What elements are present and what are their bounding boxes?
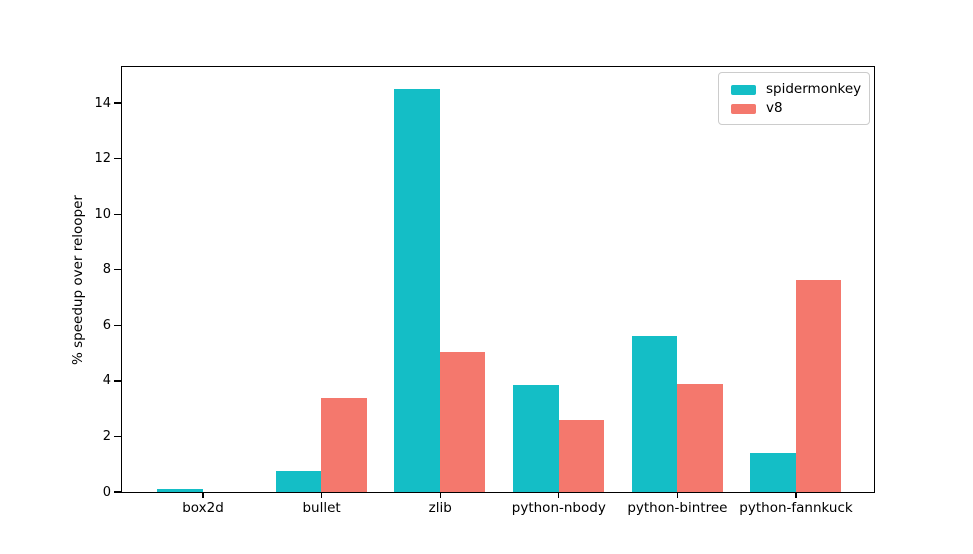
- plot-area: spidermonkey v8: [121, 66, 875, 493]
- bar-spidermonkey-python-nbody: [513, 385, 559, 492]
- y-tick-label: 14: [94, 95, 111, 111]
- x-tick-mark: [320, 492, 323, 498]
- y-tick-mark: [114, 380, 121, 382]
- x-category-label-python-fannkuck: python-fannkuck: [739, 500, 853, 516]
- y-tick-mark: [114, 324, 121, 327]
- x-category-label-bullet: bullet: [302, 500, 341, 516]
- bar-v8-zlib: [439, 351, 486, 492]
- x-category-label-zlib: zlib: [428, 500, 452, 516]
- y-tick-mark: [114, 157, 121, 160]
- y-tick-label: 12: [94, 151, 111, 167]
- x-category-label-box2d: box2d: [182, 500, 224, 516]
- bar-spidermonkey-bullet: [275, 471, 322, 492]
- y-tick-label: 4: [102, 373, 111, 389]
- x-tick-mark: [676, 492, 679, 498]
- legend-item-spidermonkey: spidermonkey: [727, 80, 861, 99]
- bar-spidermonkey-python-fannkuck: [750, 453, 796, 492]
- x-tick-mark: [439, 492, 441, 498]
- y-tick-mark: [114, 102, 121, 104]
- bar-spidermonkey-box2d: [157, 489, 203, 492]
- y-tick-label: 2: [102, 428, 111, 444]
- legend: spidermonkey v8: [718, 72, 870, 125]
- y-tick-mark: [114, 491, 121, 493]
- y-tick-mark: [114, 213, 121, 215]
- legend-swatch-v8: [731, 103, 756, 114]
- y-tick-label: 8: [102, 262, 111, 278]
- y-tick-label: 10: [94, 206, 111, 222]
- legend-swatch-spidermonkey: [731, 84, 756, 95]
- x-category-label-python-nbody: python-nbody: [511, 500, 606, 516]
- bar-spidermonkey-python-bintree: [631, 336, 678, 492]
- bar-v8-bullet: [321, 397, 367, 492]
- legend-label: spidermonkey: [766, 81, 862, 97]
- x-category-label-python-bintree: python-bintree: [627, 500, 728, 516]
- legend-item-v8: v8: [727, 99, 861, 118]
- bar-spidermonkey-zlib: [394, 89, 440, 492]
- x-tick-mark: [795, 492, 797, 498]
- x-tick-mark: [202, 492, 204, 498]
- bar-v8-python-fannkuck: [795, 279, 842, 492]
- bar-v8-python-bintree: [677, 383, 723, 492]
- y-tick-label: 0: [102, 484, 111, 500]
- y-tick-mark: [114, 435, 121, 438]
- x-tick-mark: [558, 492, 560, 498]
- y-tick-mark: [114, 269, 121, 271]
- bar-v8-python-nbody: [558, 419, 604, 492]
- legend-label: v8: [766, 100, 783, 116]
- y-tick-label: 6: [102, 317, 111, 333]
